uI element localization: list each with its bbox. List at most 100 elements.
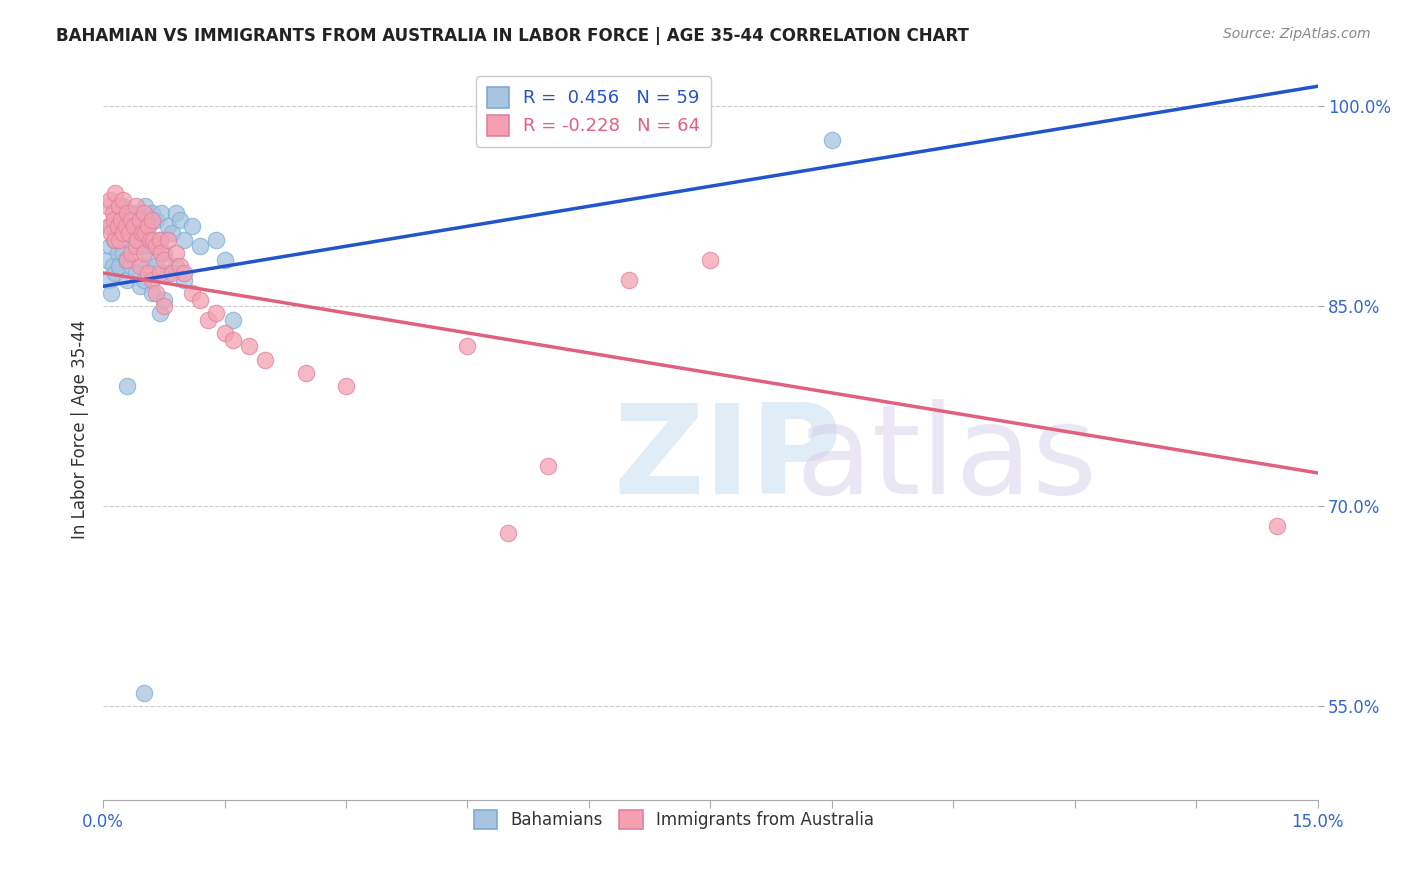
Point <box>117 272 139 286</box>
Point <box>335 379 357 393</box>
Point <box>181 285 204 300</box>
Point <box>118 226 141 240</box>
Point <box>96 199 118 213</box>
Point <box>134 199 156 213</box>
Point <box>145 259 167 273</box>
Point <box>112 199 135 213</box>
Point <box>128 212 150 227</box>
Point <box>114 219 136 234</box>
Point <box>173 233 195 247</box>
Point <box>181 219 204 234</box>
Point <box>141 206 163 220</box>
Point <box>121 212 143 227</box>
Point <box>118 233 141 247</box>
Point <box>128 259 150 273</box>
Point <box>205 306 228 320</box>
Point <box>128 279 150 293</box>
Point <box>294 366 316 380</box>
Point <box>107 219 129 234</box>
Point <box>188 239 211 253</box>
Point <box>97 272 120 286</box>
Point <box>124 239 146 253</box>
Point <box>456 339 478 353</box>
Point <box>97 219 120 234</box>
Point <box>153 246 176 260</box>
Point <box>117 219 139 234</box>
Point <box>821 132 844 146</box>
Point <box>149 266 172 280</box>
Point <box>122 212 145 227</box>
Point <box>537 459 560 474</box>
Point <box>238 339 260 353</box>
Point <box>104 266 127 280</box>
Point <box>165 259 187 273</box>
Point <box>132 226 155 240</box>
Point <box>145 285 167 300</box>
Point <box>145 239 167 253</box>
Point <box>214 326 236 340</box>
Point <box>132 272 155 286</box>
Point <box>103 233 125 247</box>
Point <box>188 293 211 307</box>
Point <box>128 239 150 253</box>
Point <box>139 233 162 247</box>
Point <box>132 246 155 260</box>
Point <box>127 206 149 220</box>
Point <box>153 299 176 313</box>
Point <box>153 252 176 267</box>
Point <box>214 252 236 267</box>
Point <box>496 525 519 540</box>
Point <box>153 293 176 307</box>
Point <box>100 285 122 300</box>
Point <box>100 226 122 240</box>
Point <box>221 333 243 347</box>
Point <box>103 212 125 227</box>
Point <box>108 233 131 247</box>
Point <box>101 206 124 220</box>
Point <box>117 252 139 267</box>
Point <box>205 233 228 247</box>
Point <box>160 266 183 280</box>
Point <box>98 239 121 253</box>
Point <box>134 226 156 240</box>
Y-axis label: In Labor Force | Age 35-44: In Labor Force | Age 35-44 <box>72 320 89 539</box>
Point <box>699 252 721 267</box>
Point <box>108 199 131 213</box>
Point <box>145 212 167 227</box>
Point <box>107 246 129 260</box>
Point <box>100 219 122 234</box>
Text: Source: ZipAtlas.com: Source: ZipAtlas.com <box>1223 27 1371 41</box>
Point <box>142 239 165 253</box>
Point <box>104 186 127 200</box>
Point <box>156 219 179 234</box>
Point <box>141 285 163 300</box>
Legend: Bahamians, Immigrants from Australia: Bahamians, Immigrants from Australia <box>467 803 880 836</box>
Point <box>139 233 162 247</box>
Point <box>142 233 165 247</box>
Point <box>98 193 121 207</box>
Point <box>104 206 127 220</box>
Point <box>149 233 172 247</box>
Point <box>132 686 155 700</box>
Point <box>117 206 139 220</box>
Point <box>169 259 191 273</box>
Point <box>112 246 135 260</box>
Point <box>127 233 149 247</box>
Point <box>136 252 159 267</box>
Point <box>121 259 143 273</box>
Point <box>165 246 187 260</box>
Point <box>124 266 146 280</box>
Point <box>124 199 146 213</box>
Point <box>121 206 143 220</box>
Point <box>112 193 135 207</box>
Point <box>108 212 131 227</box>
Point <box>254 352 277 367</box>
Point <box>131 219 153 234</box>
Point <box>124 233 146 247</box>
Point <box>121 246 143 260</box>
Point <box>112 226 135 240</box>
Point <box>131 226 153 240</box>
Point <box>101 259 124 273</box>
Point <box>114 252 136 267</box>
Point <box>160 226 183 240</box>
